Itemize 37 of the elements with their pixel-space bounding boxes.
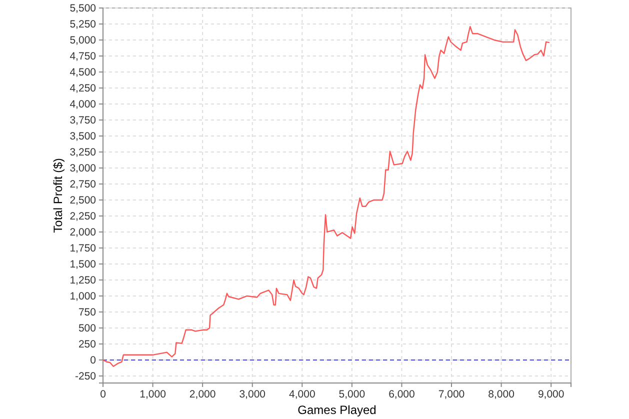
- y-tick-label: 4,500: [70, 66, 96, 78]
- y-tick-label: 5,500: [70, 2, 96, 14]
- y-tick-label: 3,750: [70, 114, 96, 126]
- x-tick-label: 3,000: [239, 388, 266, 400]
- y-tick-label: -250: [74, 370, 96, 382]
- y-tick-label: 4,750: [70, 50, 96, 62]
- x-tick-label: 1,000: [140, 388, 166, 400]
- y-tick-label: 1,500: [70, 258, 96, 270]
- y-tick-label: 1,250: [70, 274, 96, 286]
- y-tick-label: 2,000: [70, 226, 96, 238]
- y-tick-label: 1,000: [70, 290, 96, 302]
- x-axis-title: Games Played: [298, 403, 376, 417]
- y-tick-label: 5,250: [70, 18, 96, 30]
- y-tick-label: 250: [78, 338, 96, 350]
- y-tick-label: 2,250: [70, 210, 96, 222]
- y-axis-title: Total Profit ($): [51, 158, 65, 233]
- x-tick-label: 4,000: [289, 388, 316, 400]
- x-tick-label: 0: [100, 388, 106, 400]
- x-tick-label: 9,000: [538, 388, 564, 400]
- line-series: [102, 26, 550, 367]
- y-tick-label: 0: [90, 354, 96, 366]
- y-tick-label: 3,250: [70, 146, 96, 158]
- x-tick-label: 8,000: [488, 388, 515, 400]
- y-tick-label: 4,000: [70, 98, 96, 110]
- y-tick-label: 2,750: [70, 178, 96, 190]
- x-tick-label: 5,000: [338, 388, 366, 400]
- y-tick-label: 500: [78, 322, 96, 334]
- y-tick-label: 3,000: [70, 162, 96, 174]
- y-tick-label: 4,250: [70, 82, 96, 94]
- y-tick-label: 750: [78, 306, 96, 318]
- y-tick-label: 3,500: [70, 130, 96, 142]
- y-tick-label: 5,000: [70, 34, 96, 46]
- x-tick-label: 2,000: [189, 388, 216, 400]
- y-tick-label: 1,750: [70, 242, 96, 254]
- y-tick-label: 2,500: [70, 194, 96, 206]
- x-tick-label: 6,000: [388, 388, 416, 400]
- x-tick-label: 7,000: [438, 388, 465, 400]
